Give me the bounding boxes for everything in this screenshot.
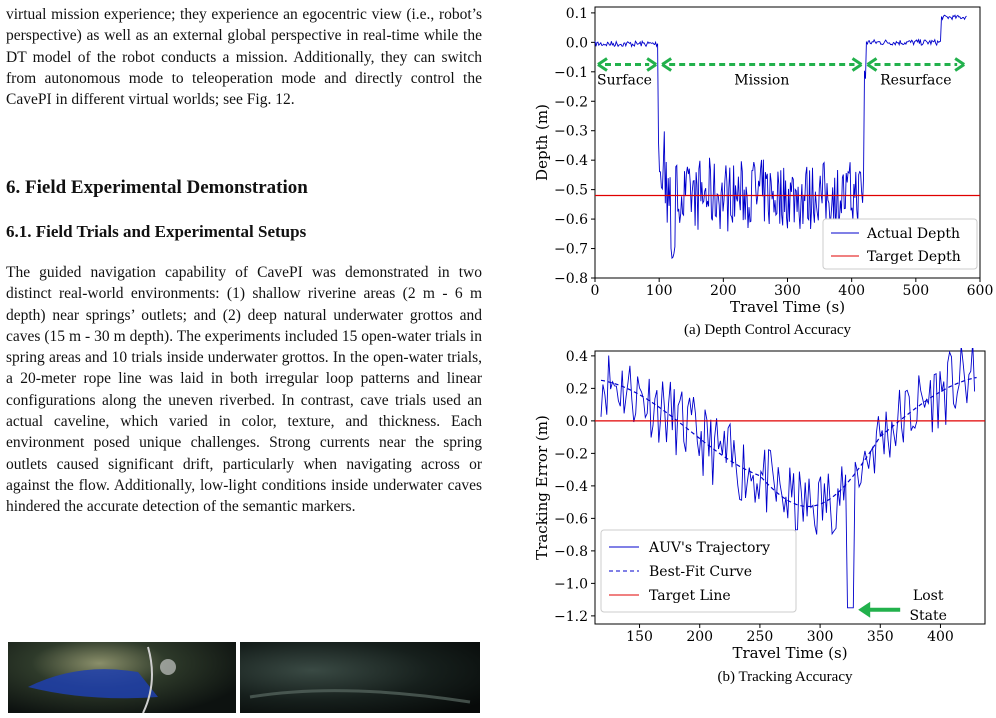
legend-label-actual: Actual Depth xyxy=(866,226,960,242)
y-tick-label: −0.2 xyxy=(554,446,588,462)
lost-state-arrowhead xyxy=(858,601,871,618)
depth-chart: 0 100 200 300 400 500 600 0.1 0.0 −0.1 −0.2 −0.3 −0.… xyxy=(533,6,994,338)
y-tick-label: −0.4 xyxy=(554,153,588,169)
phase-arrowhead-left xyxy=(661,57,672,72)
tracking-chart: 150 200 250 300 350 400 0.4 0.2 0.0 −0.2 −0.4 −0.6 −… xyxy=(533,348,986,685)
y-tick-label: −0.5 xyxy=(554,183,588,199)
field-photo-right xyxy=(240,642,480,713)
annotation-line2: State xyxy=(909,608,946,624)
plot-frame xyxy=(594,350,986,625)
phase-label: Surface xyxy=(597,72,652,88)
x-tick-label: 300 xyxy=(807,629,834,645)
rov-sketch xyxy=(28,646,176,714)
legend-label-trajectory: AUV's Trajectory xyxy=(648,540,770,556)
phase-label: Resurface xyxy=(880,72,951,88)
legend-label-target: Target Line xyxy=(649,588,731,604)
x-axis-label: Travel Time (s) xyxy=(732,644,847,662)
field-trials-paragraph: The guided navigation capability of Cave… xyxy=(6,264,482,516)
y-tick-label: −0.6 xyxy=(554,212,588,228)
legend-box xyxy=(600,529,797,613)
y-tick-label: −1.0 xyxy=(554,576,588,592)
phase-arrowhead-right xyxy=(851,57,863,72)
field-photo-left xyxy=(8,642,236,714)
phase-label: Mission xyxy=(734,72,789,88)
chart-caption: (a) Depth Control Accuracy xyxy=(684,322,852,338)
phase-arrowhead-left xyxy=(866,57,878,72)
x-axis-label: Travel Time (s) xyxy=(730,298,845,316)
section-title: 6. Field Experimental Demonstration xyxy=(6,177,308,198)
y-tick-label: −0.1 xyxy=(554,65,588,81)
x-tick-label: 300 xyxy=(774,283,801,299)
x-tick-label: 600 xyxy=(967,283,994,299)
x-tick-label: 350 xyxy=(867,629,894,645)
chart-caption: (b) Tracking Accuracy xyxy=(718,669,853,685)
y-tick-label: −0.8 xyxy=(554,544,588,560)
x-tick-label: 250 xyxy=(747,629,774,645)
y-tick-label: 0.4 xyxy=(566,349,588,365)
y-tick-label: 0.0 xyxy=(566,414,588,430)
y-axis-label: Depth (m) xyxy=(533,104,551,181)
legend-box xyxy=(822,218,978,270)
y-tick-label: −0.3 xyxy=(554,124,588,140)
actual-depth-line xyxy=(594,14,967,260)
y-tick-label: 0.0 xyxy=(566,35,588,51)
legend-label-target: Target Depth xyxy=(867,249,961,265)
y-tick-label: −0.7 xyxy=(554,242,588,258)
x-tick-label: 400 xyxy=(838,283,865,299)
x-tick-label: 150 xyxy=(626,629,653,645)
y-tick-label: −0.8 xyxy=(554,271,588,287)
phase-arrowhead-right xyxy=(646,57,657,72)
legend-label-fit: Best-Fit Curve xyxy=(649,564,752,580)
subsection-title: 6.1. Field Trials and Experimental Setup… xyxy=(6,222,307,241)
y-tick-label: 0.1 xyxy=(566,6,588,22)
x-tick-label: 100 xyxy=(646,283,673,299)
phase-arrowhead-right xyxy=(954,57,965,72)
phase-arrowhead-left xyxy=(597,57,608,72)
field-photos xyxy=(8,642,480,714)
auv-trajectory-line xyxy=(600,348,976,609)
y-tick-label: −0.6 xyxy=(554,511,588,527)
annotation-line1: Lost xyxy=(913,588,944,604)
x-tick-label: 400 xyxy=(927,629,954,645)
intro-paragraph: virtual mission experience; they experie… xyxy=(6,6,482,109)
y-tick-label: 0.2 xyxy=(566,381,588,397)
x-tick-label: 500 xyxy=(902,283,929,299)
y-tick-label: −0.4 xyxy=(554,479,588,495)
x-tick-label: 0 xyxy=(591,283,600,299)
y-axis-label: Tracking Error (m) xyxy=(533,415,551,560)
y-tick-label: −0.2 xyxy=(554,94,588,110)
y-tick-label: −1.2 xyxy=(554,609,588,625)
x-tick-label: 200 xyxy=(710,283,737,299)
x-tick-label: 200 xyxy=(686,629,713,645)
